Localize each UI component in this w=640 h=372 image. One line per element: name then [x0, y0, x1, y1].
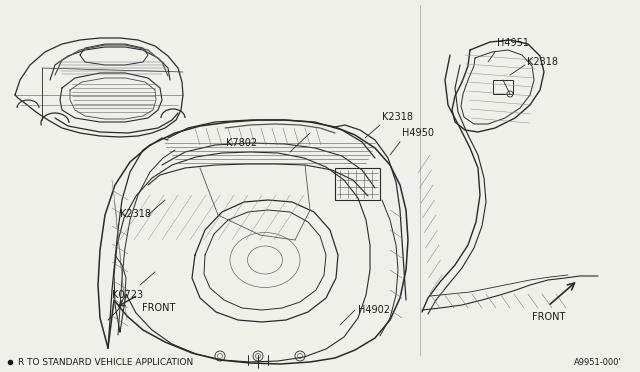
Text: A9951-000': A9951-000' [574, 358, 622, 367]
Text: K2318: K2318 [382, 112, 413, 122]
Text: H4951: H4951 [497, 38, 529, 48]
Text: H4950: H4950 [402, 128, 434, 138]
Text: FRONT: FRONT [142, 303, 175, 313]
Text: FRONT: FRONT [532, 312, 565, 322]
Bar [493, 80, 513, 94]
Text: K2318: K2318 [120, 209, 151, 219]
Text: K7802: K7802 [226, 138, 257, 148]
Text: K2318: K2318 [527, 57, 558, 67]
Bar [335, 168, 380, 200]
Text: H4902: H4902 [358, 305, 390, 315]
Text: R TO STANDARD VEHICLE APPLICATION: R TO STANDARD VEHICLE APPLICATION [18, 358, 193, 367]
Text: K0723: K0723 [112, 290, 143, 300]
